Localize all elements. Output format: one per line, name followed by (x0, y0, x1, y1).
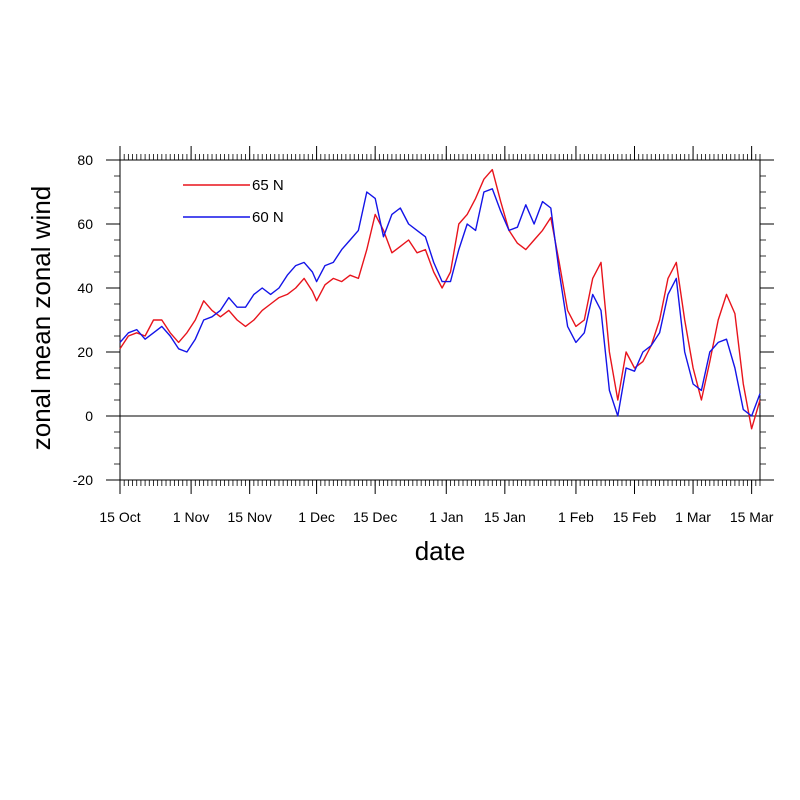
series-line-65-n (119, 168, 761, 430)
plot-border (119, 159, 761, 481)
y-tick-label: 80 (77, 152, 93, 168)
x-tick-labels: 15 Oct 1 Nov 15 Nov 1 Dec 15 Dec 1 Jan 15 Jan 1… (99, 509, 773, 525)
x-tick-label: 1 Jan (429, 509, 463, 525)
x-tick-label: 1 Mar (675, 509, 711, 525)
y-tick-label: -20 (73, 472, 93, 488)
y-tick-label: 40 (77, 280, 93, 296)
series-line-60-n (119, 188, 761, 417)
x-tick-label: 15 Oct (99, 509, 140, 525)
x-tick-label: 1 Nov (173, 509, 210, 525)
x-tick-label: 15 Mar (730, 509, 774, 525)
legend-label: 60 N (252, 209, 284, 226)
x-tick-label: 15 Feb (613, 509, 657, 525)
y-tick-label: 60 (77, 216, 93, 232)
plot-frame (119, 159, 761, 481)
x-tick-label: 15 Nov (227, 509, 271, 525)
minor-ticks (114, 154, 766, 486)
legend-label: 65 N (252, 177, 284, 194)
y-tick-labels: -20 0 20 40 60 80 (73, 152, 93, 488)
x-tick-label: 1 Feb (558, 509, 594, 525)
y-tick-label: 20 (77, 344, 93, 360)
x-tick-label: 15 Jan (484, 509, 526, 525)
x-tick-label: 15 Dec (353, 509, 397, 525)
major-ticks (106, 146, 774, 494)
y-axis-title: zonal mean zonal wind (26, 186, 56, 451)
x-tick-label: 1 Dec (298, 509, 335, 525)
legend: 65 N 60 N (183, 177, 284, 226)
series-group (119, 168, 761, 430)
y-tick-label: 0 (85, 408, 93, 424)
x-axis-title: date (415, 536, 466, 566)
